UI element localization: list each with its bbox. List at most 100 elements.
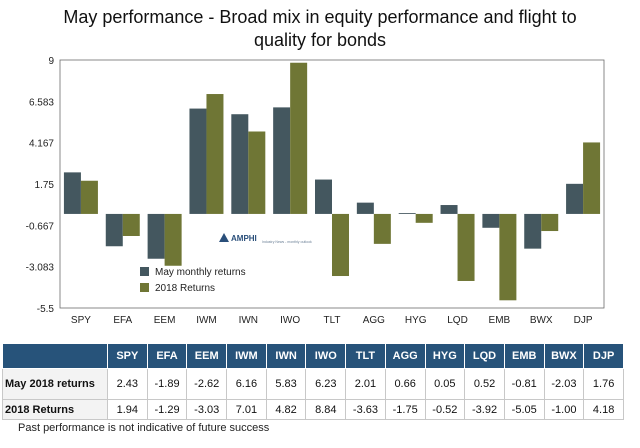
y-tick-label: -5.5 bbox=[37, 304, 55, 315]
bar-ytd-agg bbox=[373, 213, 391, 244]
y-tick-label: 4.167 bbox=[29, 139, 54, 150]
bar-ytd-iwn bbox=[248, 131, 266, 214]
table-cell: 8.84 bbox=[305, 399, 347, 420]
bar-may-iwn bbox=[231, 114, 249, 214]
table-cell: 6.23 bbox=[305, 368, 347, 400]
table-header-iwn: IWN bbox=[265, 343, 307, 369]
chart-title-line-1: May performance - Broad mix in equity pe… bbox=[63, 7, 577, 27]
amphi-logo: AMPHI Industry News - monthly outlook bbox=[219, 233, 312, 244]
table-cell: 0.52 bbox=[464, 368, 505, 400]
table-cell: -1.75 bbox=[384, 399, 426, 420]
x-tick-label: AGG bbox=[363, 315, 385, 326]
table-header-blank bbox=[2, 343, 108, 369]
table-header-bwx: BWX bbox=[543, 343, 585, 369]
table-cell: 1.94 bbox=[107, 399, 148, 420]
table-header-tlt: TLT bbox=[345, 343, 386, 369]
logo-text: AMPHI bbox=[231, 234, 257, 243]
bar-may-bwx bbox=[524, 213, 542, 249]
chart-title: May performance - Broad mix in equity pe… bbox=[0, 6, 640, 52]
bar-ytd-lqd bbox=[457, 213, 475, 281]
x-tick-label: BWX bbox=[530, 315, 553, 326]
bar-ytd-bwx bbox=[541, 213, 559, 232]
x-tick-label: DJP bbox=[574, 315, 593, 326]
x-tick-label: EMB bbox=[489, 315, 511, 326]
table-header-row: SPY EFA EEM IWM IWN IWO TLT AGG HYG LQD EMB BWX DJP bbox=[2, 343, 624, 369]
table-cell: -1.00 bbox=[543, 399, 585, 420]
table-cell: -2.03 bbox=[543, 368, 585, 400]
table-header-iwm: IWM bbox=[226, 343, 267, 369]
y-tick-label: 6.583 bbox=[29, 97, 54, 108]
table-header-agg: AGG bbox=[384, 343, 426, 369]
table-header-hyg: HYG bbox=[424, 343, 466, 369]
table-cell: -3.63 bbox=[345, 399, 386, 420]
bar-may-spy bbox=[63, 172, 81, 214]
footnote: Past performance is not indicative of fu… bbox=[18, 422, 270, 434]
chart-title-line-2: quality for bonds bbox=[253, 30, 387, 50]
table-cell: 2.01 bbox=[345, 368, 386, 400]
table-cell: -3.03 bbox=[186, 399, 228, 420]
table-cell: -0.81 bbox=[503, 368, 545, 400]
table-header-djp: DJP bbox=[583, 343, 624, 369]
legend-swatch bbox=[140, 283, 149, 292]
table-cell: 5.83 bbox=[265, 368, 307, 400]
y-tick-label: 9 bbox=[48, 56, 54, 67]
bar-ytd-efa bbox=[122, 213, 140, 236]
table-cell: 4.82 bbox=[265, 399, 307, 420]
table-row: 2018 Returns 1.94 -1.29 -3.03 7.01 4.82 8.84 -3… bbox=[2, 399, 624, 420]
table-header-iwo: IWO bbox=[305, 343, 347, 369]
table-row-label: May 2018 returns bbox=[2, 368, 108, 400]
y-tick-label: -3.083 bbox=[26, 263, 55, 274]
bar-may-efa bbox=[105, 213, 123, 247]
bar-may-djp bbox=[566, 183, 584, 214]
table-cell: 4.18 bbox=[583, 399, 624, 420]
logo-subtext: Industry News - monthly outlook bbox=[262, 240, 312, 244]
bar-may-lqd bbox=[440, 205, 458, 214]
x-tick-label: EFA bbox=[113, 315, 132, 326]
bar-may-iwm bbox=[189, 108, 207, 214]
table-header-eem: EEM bbox=[186, 343, 228, 369]
bar-ytd-emb bbox=[499, 213, 517, 301]
returns-table: SPY EFA EEM IWM IWN IWO TLT AGG HYG LQD EMB BWX DJP … bbox=[2, 343, 624, 420]
legend-label: 2018 Returns bbox=[155, 283, 215, 294]
x-tick-label: IWO bbox=[280, 315, 300, 326]
bar-ytd-iwm bbox=[206, 94, 224, 214]
x-tick-label: SPY bbox=[71, 315, 91, 326]
table-header-efa: EFA bbox=[146, 343, 188, 369]
y-tick-label: -0.667 bbox=[26, 221, 55, 232]
legend-label: May monthly returns bbox=[155, 267, 246, 278]
bar-may-tlt bbox=[315, 179, 332, 214]
bar-may-iwo bbox=[273, 107, 291, 214]
bar-may-eem bbox=[147, 213, 165, 259]
bar-may-emb bbox=[482, 213, 500, 228]
table-cell: -5.05 bbox=[503, 399, 545, 420]
bar-ytd-hyg bbox=[415, 213, 433, 223]
x-tick-label: TLT bbox=[323, 315, 340, 326]
logo-mark-icon bbox=[219, 233, 229, 242]
bar-may-agg bbox=[356, 202, 374, 214]
table-cell: 2.43 bbox=[107, 368, 148, 400]
table-cell: -1.29 bbox=[146, 399, 188, 420]
table-header-spy: SPY bbox=[107, 343, 148, 369]
bar-ytd-eem bbox=[164, 213, 182, 266]
bar-ytd-spy bbox=[80, 180, 98, 214]
table-cell: -1.89 bbox=[146, 368, 188, 400]
bar-ytd-djp bbox=[583, 142, 601, 214]
x-tick-label: EEM bbox=[154, 315, 176, 326]
table-cell: -3.92 bbox=[464, 399, 505, 420]
bar-may-hyg bbox=[398, 213, 416, 214]
table-cell: 6.16 bbox=[226, 368, 267, 400]
x-tick-label: IWM bbox=[196, 315, 217, 326]
plot-frame bbox=[59, 59, 605, 309]
table-cell: 0.05 bbox=[424, 368, 466, 400]
table-cell: -2.62 bbox=[186, 368, 228, 400]
x-tick-label: HYG bbox=[405, 315, 427, 326]
table-cell: 7.01 bbox=[226, 399, 267, 420]
legend-swatch bbox=[140, 267, 149, 276]
y-tick-label: 1.75 bbox=[35, 180, 55, 191]
table-row: May 2018 returns 2.43 -1.89 -2.62 6.16 5.83 6.… bbox=[2, 368, 624, 400]
bar-ytd-tlt bbox=[332, 213, 349, 277]
table-header-emb: EMB bbox=[503, 343, 545, 369]
table-header-lqd: LQD bbox=[464, 343, 505, 369]
table-cell: 0.66 bbox=[384, 368, 426, 400]
table-cell: -0.52 bbox=[424, 399, 466, 420]
